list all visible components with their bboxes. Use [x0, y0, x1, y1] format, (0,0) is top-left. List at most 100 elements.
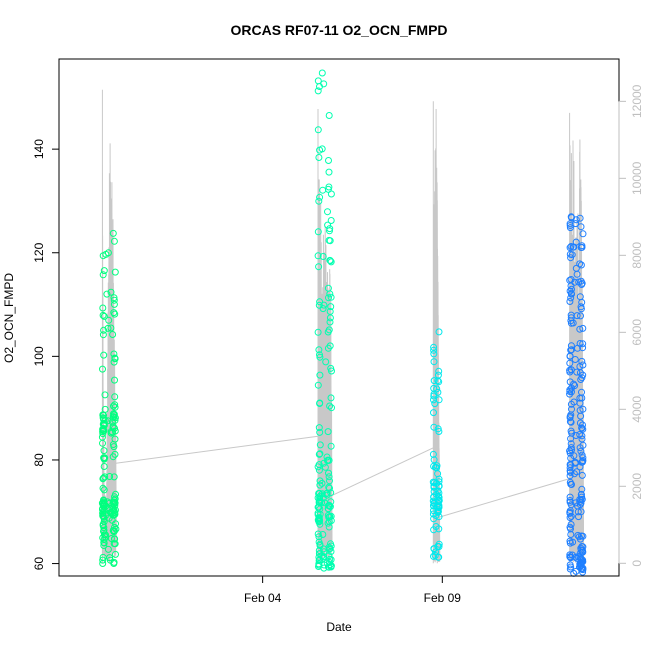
data-point [578, 543, 586, 550]
data-point [577, 376, 585, 383]
data-point [325, 473, 333, 481]
data-point [99, 484, 107, 492]
data-point [567, 563, 575, 571]
data-point [316, 400, 324, 407]
data-point [111, 393, 119, 401]
y-left-tick-label-4: 140 [32, 139, 46, 159]
data-point [567, 342, 575, 350]
data-point [316, 489, 323, 497]
data-point [577, 261, 585, 269]
data-point [573, 368, 581, 376]
data-point [577, 555, 585, 563]
data-point [108, 418, 116, 426]
data-point [111, 424, 118, 432]
data-point [314, 87, 322, 95]
data-point [577, 244, 585, 251]
data-point [110, 473, 118, 481]
data-point [110, 300, 118, 308]
y-axis-right: 0 2000 4000 6000 8000 10000 12000 [618, 84, 644, 567]
data-point [579, 230, 587, 238]
data-point [315, 450, 323, 458]
x-tick-label-0: Feb 04 [244, 591, 282, 605]
data-point [327, 258, 335, 266]
data-point [566, 287, 574, 295]
y-left-tick-label-3: 120 [32, 242, 46, 262]
data-point [100, 539, 108, 547]
data-point [435, 482, 443, 490]
data-point [315, 503, 323, 511]
data-point [325, 326, 333, 334]
y-right-tick-label-1: 2000 [630, 473, 644, 500]
data-point [100, 501, 108, 508]
data-point [100, 420, 108, 428]
y-left-tick-label-0: 60 [32, 557, 46, 571]
data-point [322, 358, 330, 366]
data-point [110, 296, 118, 304]
data-point [328, 404, 335, 412]
data-point [100, 535, 108, 543]
data-point [327, 293, 335, 301]
data-point [316, 477, 324, 485]
data-point [319, 186, 327, 194]
altitude-connector-2 [439, 478, 570, 518]
data-point [568, 384, 575, 392]
data-point [579, 421, 586, 429]
data-point [326, 342, 334, 350]
data-point [318, 145, 326, 153]
data-point [434, 425, 442, 433]
data-point [326, 402, 334, 410]
x-axis: Feb 04 Feb 09 [244, 576, 461, 605]
data-point [111, 450, 119, 458]
data-point [323, 453, 331, 461]
data-point [571, 356, 579, 363]
data-point [566, 298, 574, 305]
data-point [430, 377, 438, 385]
altitude-connector-1 [326, 447, 434, 499]
data-point [326, 318, 334, 326]
data-point [431, 400, 439, 408]
x-tick-label-1: Feb 09 [424, 591, 462, 605]
data-point [430, 423, 438, 431]
data-point [100, 312, 108, 320]
y-left-tick-label-1: 80 [32, 453, 46, 467]
data-point [566, 509, 574, 517]
data-point [577, 544, 585, 552]
data-point [318, 69, 326, 77]
data-point [566, 390, 574, 398]
data-point [109, 453, 117, 461]
data-point [325, 552, 333, 560]
y-right-tick-label-2: 4000 [630, 396, 644, 423]
data-point [577, 412, 585, 420]
data-point [579, 344, 587, 352]
y-right-tick-label-3: 6000 [630, 319, 644, 346]
altitude-connector-0 [115, 435, 319, 464]
data-point [327, 517, 335, 525]
data-point [107, 324, 115, 332]
data-point [435, 543, 443, 551]
x-axis-label: Date [326, 620, 352, 634]
data-point [316, 371, 324, 379]
data-point [100, 497, 108, 505]
data-point [315, 197, 323, 205]
data-point [566, 493, 574, 501]
data-point [568, 405, 575, 413]
data-point [578, 532, 585, 540]
data-point [319, 554, 327, 562]
data-point [566, 514, 574, 522]
data-point [109, 331, 117, 338]
data-point [579, 340, 587, 348]
data-point [316, 298, 324, 306]
data-point [568, 290, 575, 298]
data-point [105, 316, 113, 324]
data-point [99, 513, 107, 520]
data-point [435, 496, 443, 504]
data-point [567, 454, 575, 462]
data-point [320, 80, 328, 88]
data-point [314, 328, 322, 336]
data-point [316, 499, 324, 506]
data-point [566, 464, 574, 472]
data-point [100, 486, 108, 494]
data-point [566, 478, 574, 486]
data-point [567, 346, 575, 354]
data-point [316, 550, 323, 558]
